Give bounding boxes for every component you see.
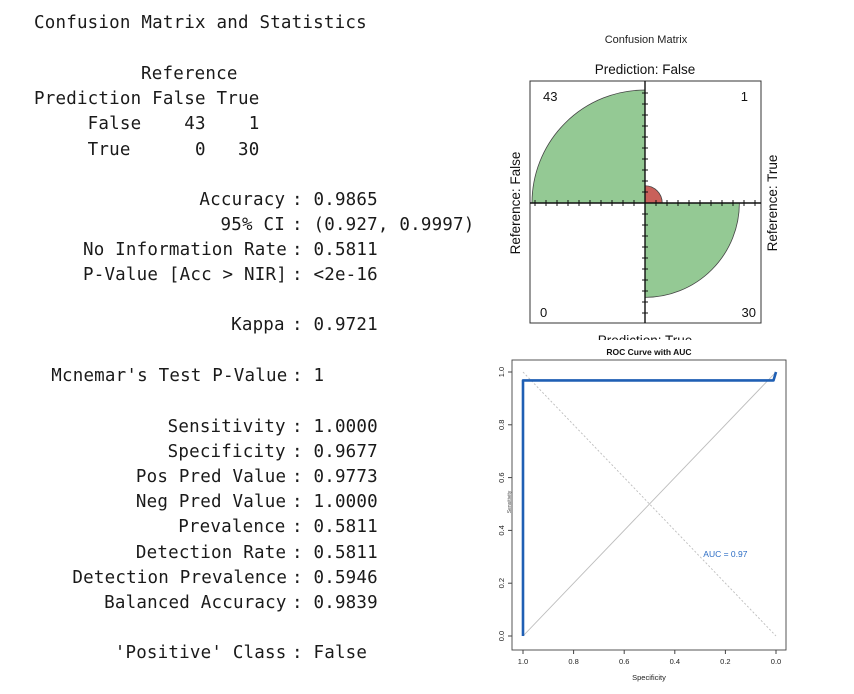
roc-x-tick-label: 0.2 bbox=[720, 657, 730, 666]
cm-cell-count: 1 bbox=[741, 89, 748, 104]
stat-label: Sensitivity bbox=[167, 417, 286, 437]
stat-label: Detection Prevalence bbox=[72, 568, 288, 588]
stat-value: : 0.9773 bbox=[292, 467, 378, 487]
roc-x-label: Specificity bbox=[632, 673, 666, 682]
cm-cell-count: 0 bbox=[540, 305, 547, 320]
roc-y-tick-label: 0.0 bbox=[497, 631, 506, 641]
reference-header: Reference bbox=[141, 64, 238, 84]
stat-value: : 0.5946 bbox=[292, 568, 378, 588]
stat-value: : 0.5811 bbox=[292, 240, 378, 260]
stat-value: : 0.9721 bbox=[292, 315, 378, 335]
stat-value: : 0.9865 bbox=[292, 190, 378, 210]
roc-x-tick-label: 0.0 bbox=[771, 657, 781, 666]
cm-sector-top-left bbox=[531, 89, 646, 204]
confusion-matrix-chart: 43 1 0 30 Prediction: False Prediction: True R… bbox=[508, 62, 780, 345]
stat-label: 95% CI bbox=[220, 215, 285, 235]
roc-y-tick-label: 0.6 bbox=[497, 472, 506, 482]
roc-x-tick-label: 1.0 bbox=[518, 657, 528, 666]
stat-label: P-Value [Acc > NIR] bbox=[82, 265, 287, 285]
cm-bottom-label: Prediction: True bbox=[598, 333, 693, 345]
cm-sector-bottom-right bbox=[644, 202, 740, 298]
roc-y-label: Sensitivity bbox=[507, 490, 513, 513]
cm-right-label: Reference: True bbox=[765, 155, 780, 252]
table-row-false: False 43 1 bbox=[34, 114, 260, 134]
stat-label: Mcnemar's Test P-Value bbox=[51, 366, 288, 386]
stat-value: : 0.9839 bbox=[292, 593, 378, 613]
cm-top-label: Prediction: False bbox=[595, 62, 696, 77]
table-row-true: True 0 30 bbox=[34, 140, 260, 160]
stat-label: 'Positive' Class bbox=[114, 643, 287, 663]
roc-chance-line bbox=[522, 371, 777, 637]
roc-curve-chart: ROC Curve with AUC 1.0 0.8 0.6 0.4 0.2 0.0 0.0 0… bbox=[497, 347, 787, 682]
table-header: Prediction False True bbox=[34, 89, 260, 109]
cm-sector-top-right bbox=[644, 185, 663, 204]
cm-left-label: Reference: False bbox=[508, 152, 523, 255]
roc-title: ROC Curve with AUC bbox=[606, 347, 691, 357]
stat-value: : False bbox=[292, 643, 368, 663]
roc-auc-annotation: AUC = 0.97 bbox=[703, 549, 747, 559]
console-output: Confusion Matrix and Statistics Referenc… bbox=[34, 13, 475, 663]
roc-x-tick-label: 0.4 bbox=[670, 657, 680, 666]
roc-series-line bbox=[521, 371, 778, 636]
stat-label: Pos Pred Value bbox=[135, 467, 287, 487]
roc-x-tick-label: 0.8 bbox=[568, 657, 578, 666]
stat-label: Prevalence bbox=[178, 517, 286, 537]
stat-label: Accuracy bbox=[199, 190, 286, 210]
stat-label: Neg Pred Value bbox=[135, 492, 287, 512]
stat-label: Detection Rate bbox=[135, 543, 287, 563]
stat-value: : (0.927, 0.9997) bbox=[292, 215, 475, 235]
roc-y-tick-label: 0.2 bbox=[497, 578, 506, 588]
stat-label: No Information Rate bbox=[82, 240, 287, 260]
console-title: Confusion Matrix and Statistics bbox=[34, 13, 367, 33]
roc-dashed-diagonal bbox=[522, 371, 777, 637]
cm-cell-count: 43 bbox=[543, 89, 557, 104]
stat-value: : 1.0000 bbox=[292, 417, 378, 437]
roc-frame bbox=[511, 359, 787, 651]
roc-y-tick-label: 1.0 bbox=[497, 367, 506, 377]
cm-chart-title: Confusion Matrix bbox=[604, 34, 688, 46]
cm-cell-count: 30 bbox=[742, 305, 756, 320]
roc-y-tick-label: 0.4 bbox=[497, 525, 506, 535]
stat-value: : 0.5811 bbox=[292, 543, 378, 563]
stat-label: Balanced Accuracy bbox=[104, 593, 287, 613]
stat-value: : 1.0000 bbox=[292, 492, 378, 512]
roc-y-tick-label: 0.8 bbox=[497, 420, 506, 430]
stat-label: Kappa bbox=[231, 315, 285, 335]
roc-x-tick-label: 0.6 bbox=[619, 657, 629, 666]
stat-value: : <2e-16 bbox=[292, 265, 378, 285]
stat-value: : 0.5811 bbox=[292, 517, 378, 537]
stat-label: Specificity bbox=[167, 442, 286, 462]
stat-value: : 1 bbox=[292, 366, 325, 386]
stat-value: : 0.9677 bbox=[292, 442, 378, 462]
